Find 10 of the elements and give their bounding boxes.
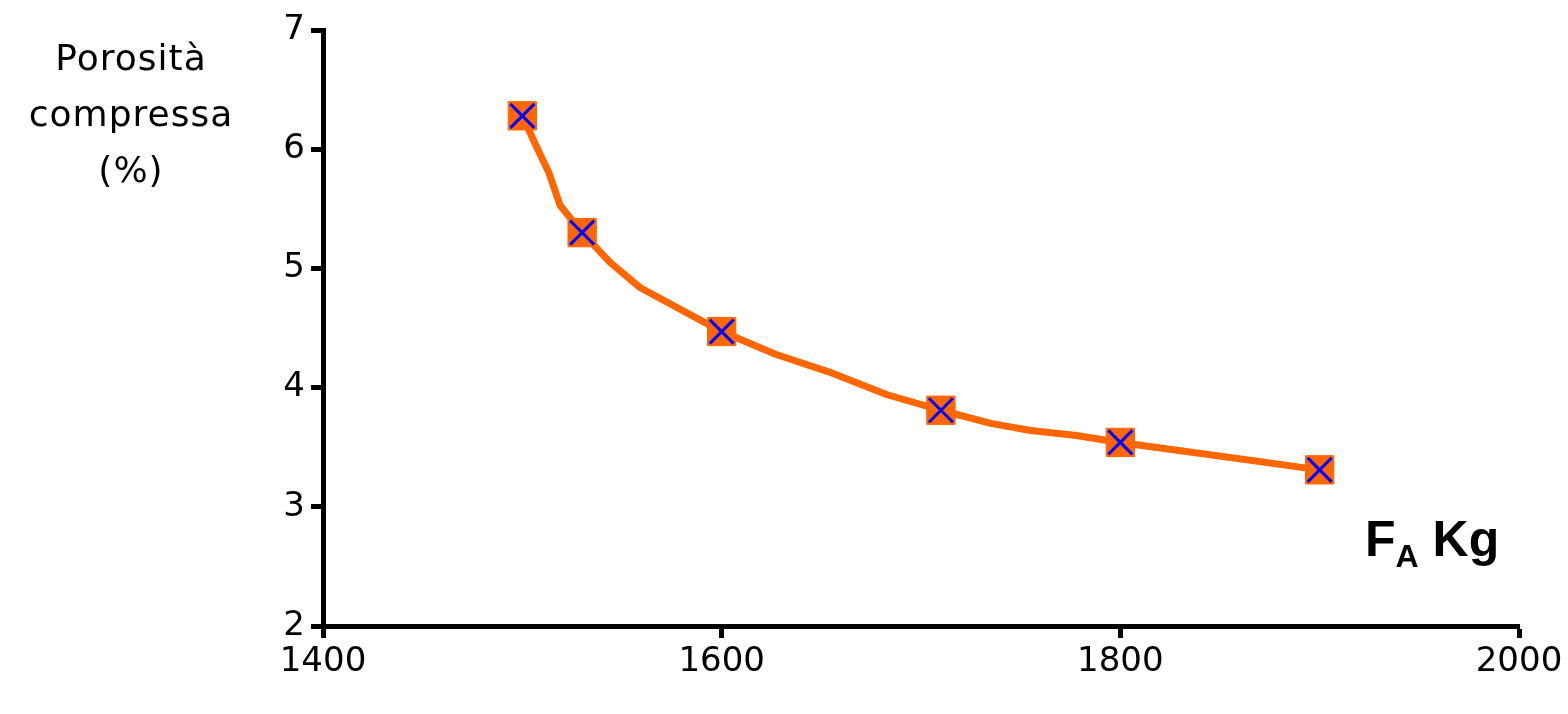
y-axis-title: Porosità compressa (%) <box>27 36 235 192</box>
y-tick-label: 7 <box>283 6 305 47</box>
y-tick-label: 6 <box>283 126 305 167</box>
x-tick-label: 1600 <box>678 639 765 680</box>
y-tick-label: 5 <box>283 245 305 286</box>
y-tick-label: 4 <box>283 364 305 405</box>
x-tick-label: 2000 <box>1475 639 1563 680</box>
x-axis-title: F$_{A}$ Kg <box>1365 510 1500 575</box>
y-tick-label: 3 <box>283 483 305 524</box>
x-tick-label: 1800 <box>1077 639 1164 680</box>
